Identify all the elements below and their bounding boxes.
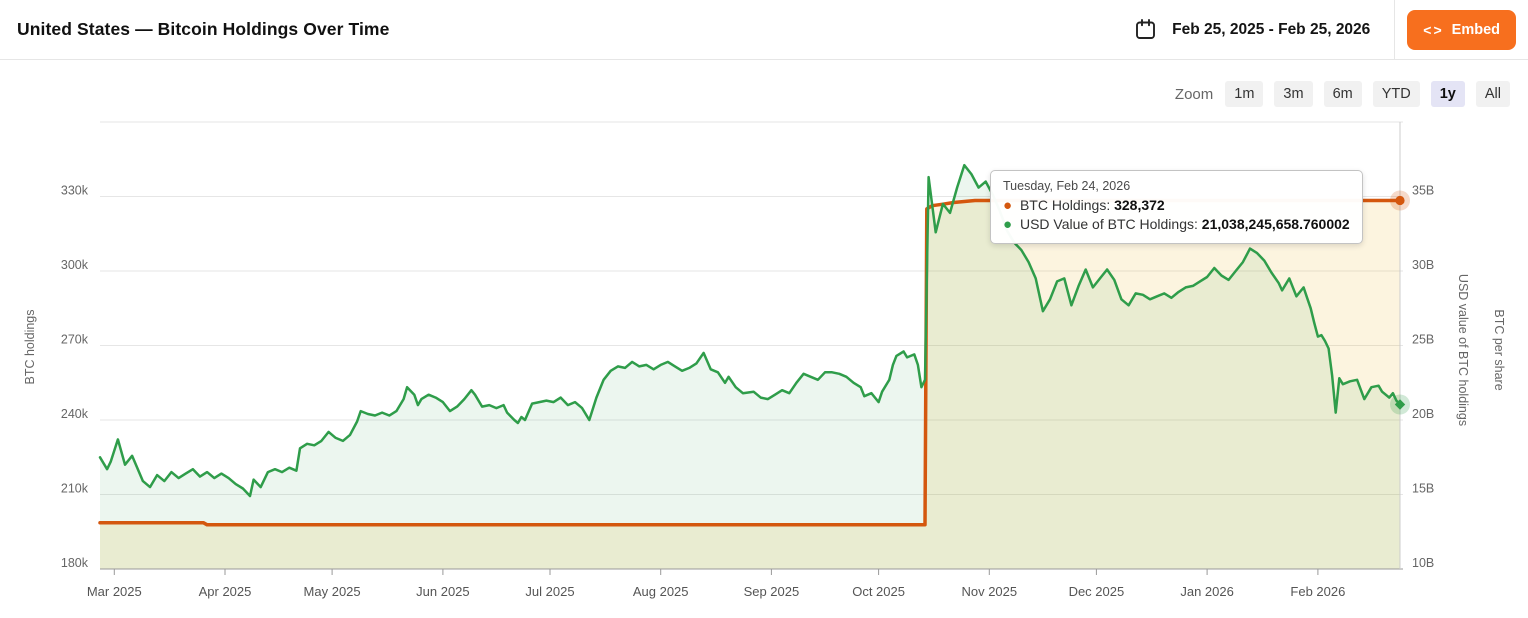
zoom-button-ytd[interactable]: YTD — [1372, 81, 1420, 108]
header-divider — [1394, 0, 1396, 59]
zoom-button-6m[interactable]: 6m — [1323, 81, 1362, 108]
y-axis-left-label: 210k — [61, 482, 89, 496]
code-icon: <> — [1423, 21, 1444, 38]
tooltip-date: Tuesday, Feb 24, 2026 — [1003, 179, 1131, 193]
series-marker-diamond[interactable] — [1394, 399, 1406, 410]
y-axis-right-title-2: BTC per share — [1492, 309, 1506, 391]
embed-button[interactable]: <> Embed — [1407, 9, 1516, 50]
chart-tooltip: Tuesday, Feb 24, 2026 ● BTC Holdings: 32… — [990, 170, 1363, 244]
y-axis-right-label: 30B — [1412, 258, 1434, 272]
series-line-usd-value-of-btc-holdings — [98, 163, 1402, 498]
y-axis-left-title: BTC holdings — [23, 309, 37, 385]
y-axis-right-label: 35B — [1412, 184, 1434, 198]
calendar-icon — [1134, 18, 1157, 41]
chart-panel: Mar 2025 Apr 2025 May 2025 Jun 2025 Jul 2025… — [0, 60, 1528, 618]
x-axis-label: Dec 2025 — [1069, 584, 1125, 599]
area-fill-usd-value-of-btc-holdings — [100, 165, 1400, 569]
zoom-button-all[interactable]: All — [1475, 81, 1510, 108]
x-axis-label: Aug 2025 — [633, 584, 689, 599]
date-range-value: Feb 25, 2025 - Feb 25, 2026 — [1172, 20, 1371, 38]
x-axis-label: Sep 2025 — [744, 584, 800, 599]
holdings-chart[interactable]: Mar 2025 Apr 2025 May 2025 Jun 2025 Jul 2025… — [0, 60, 1528, 618]
series-bullet-icon: ● — [1003, 197, 1013, 214]
x-axis-label: Nov 2025 — [961, 584, 1017, 599]
x-axis-label: Oct 2025 — [852, 584, 905, 599]
y-axis-left-label: 330k — [61, 184, 89, 198]
y-axis-right-label: 10B — [1412, 556, 1434, 570]
header: United States — Bitcoin Holdings Over Ti… — [0, 0, 1528, 60]
y-axis-left-label: 270k — [61, 333, 89, 347]
zoom-button-3m[interactable]: 3m — [1274, 81, 1313, 108]
y-axis-right-label: 25B — [1412, 333, 1434, 347]
date-range-picker[interactable]: Feb 25, 2025 - Feb 25, 2026 — [1110, 0, 1394, 59]
y-axis-left-label: 180k — [61, 556, 89, 570]
zoom-button-1y[interactable]: 1y — [1430, 81, 1465, 108]
zoom-controls: Zoom 1m 3m 6m YTD 1y All — [1174, 81, 1510, 108]
x-axis-label: Jun 2025 — [416, 584, 470, 599]
embed-button-label: Embed — [1451, 21, 1500, 38]
y-axis-right-label: 15B — [1412, 482, 1434, 496]
y-axis-left-label: 300k — [61, 258, 89, 272]
x-axis-label: Jul 2025 — [525, 584, 574, 599]
tooltip-row: ● USD Value of BTC Holdings: 21,038,245,… — [1003, 216, 1350, 233]
x-axis-label: May 2025 — [304, 584, 361, 599]
y-axis-right-label: 20B — [1412, 407, 1434, 421]
series-bullet-icon: ● — [1003, 216, 1013, 233]
page-title: United States — Bitcoin Holdings Over Ti… — [17, 19, 390, 39]
y-axis-left-label: 240k — [61, 407, 89, 421]
x-axis-label: Feb 2026 — [1290, 584, 1345, 599]
y-axis-right-title: USD value of BTC holdings — [1456, 273, 1470, 427]
tooltip-row: ● BTC Holdings: 328,372 — [1003, 197, 1165, 214]
zoom-button-1m[interactable]: 1m — [1225, 81, 1264, 108]
x-axis-label: Apr 2025 — [199, 584, 252, 599]
x-axis-label: Jan 2026 — [1180, 584, 1234, 599]
x-axis-label: Mar 2025 — [87, 584, 142, 599]
zoom-label: Zoom — [1174, 85, 1214, 103]
series-marker-circle[interactable] — [1395, 195, 1405, 206]
